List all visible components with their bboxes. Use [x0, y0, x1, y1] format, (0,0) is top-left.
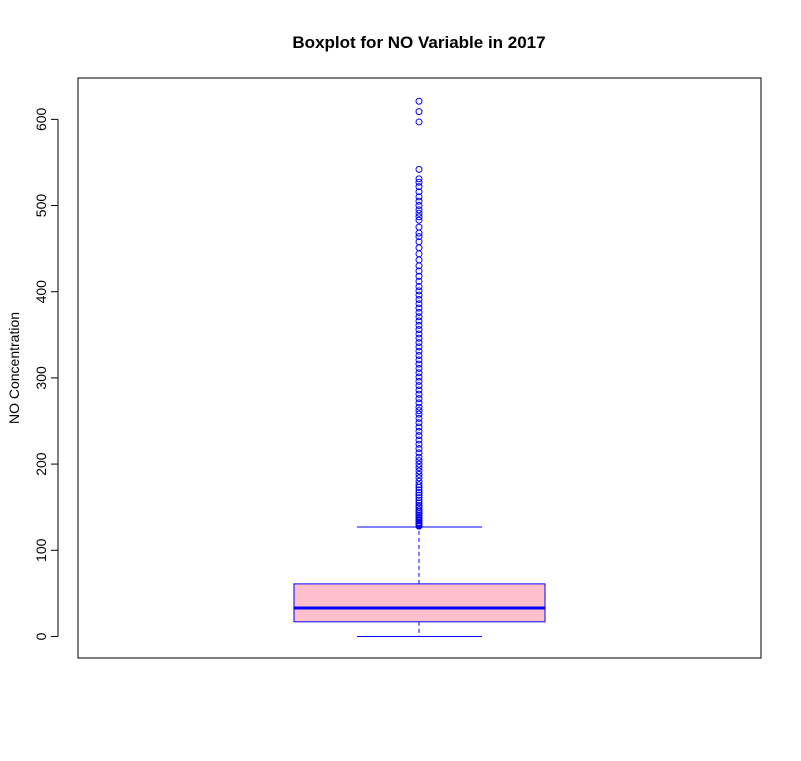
outlier-point: [415, 399, 423, 407]
outlier-point: [415, 474, 423, 482]
outlier-point: [415, 491, 423, 499]
outlier-point: [415, 118, 423, 126]
outlier-point: [415, 339, 423, 347]
outlier-point: [415, 356, 423, 364]
outlier-point: [415, 300, 423, 308]
outlier-point: [415, 277, 423, 285]
outlier-point: [415, 308, 423, 316]
outlier-point: [415, 457, 423, 465]
outlier-point: [415, 330, 423, 338]
y-tick-label: 300: [33, 366, 49, 390]
outlier-point: [415, 183, 423, 191]
y-tick-label: 100: [33, 538, 49, 562]
outlier-point: [415, 419, 423, 427]
y-tick-label: 600: [33, 107, 49, 131]
outlier-point: [415, 436, 423, 444]
outlier-point: [415, 291, 423, 299]
outlier-point: [415, 343, 423, 351]
outlier-point: [415, 499, 423, 507]
outlier-point: [415, 414, 423, 422]
outlier-point: [415, 382, 423, 390]
outlier-point: [415, 386, 423, 394]
outlier-point: [415, 213, 423, 221]
outlier-point: [415, 390, 423, 398]
outlier-points: [415, 97, 423, 530]
outlier-point: [415, 369, 423, 377]
outlier-point: [415, 486, 423, 494]
box-group: [293, 526, 546, 637]
outlier-point: [415, 449, 423, 457]
outlier-point: [415, 223, 423, 231]
outlier-point: [415, 267, 423, 275]
outlier-point: [415, 423, 423, 431]
outlier-point: [415, 377, 423, 385]
outlier-point: [415, 477, 423, 485]
outlier-point: [415, 272, 423, 280]
y-axis: 0 100 200 300 400 500 600: [33, 107, 59, 640]
outlier-point: [415, 216, 423, 224]
outlier-point: [415, 494, 423, 502]
outlier-point: [415, 453, 423, 461]
outlier-point: [415, 470, 423, 478]
outlier-point: [415, 326, 423, 334]
outlier-point: [415, 206, 423, 214]
outlier-point: [415, 97, 423, 105]
outlier-point: [415, 410, 423, 418]
outlier-point: [415, 467, 423, 475]
outlier-point: [415, 256, 423, 264]
outlier-point: [415, 407, 423, 415]
outlier-point: [415, 460, 423, 468]
outlier-point: [415, 464, 423, 472]
y-tick-label: 200: [33, 452, 49, 476]
iqr-box: [293, 583, 546, 623]
outlier-point: [415, 165, 423, 173]
y-tick-label: 400: [33, 280, 49, 304]
outlier-point: [415, 395, 423, 403]
outlier-point: [415, 360, 423, 368]
outlier-point: [415, 347, 423, 355]
outlier-point: [415, 352, 423, 360]
outlier-point: [415, 202, 423, 210]
outlier-point: [415, 403, 423, 411]
y-axis-label: NO Concentration: [6, 312, 22, 424]
outlier-point: [415, 238, 423, 246]
outlier-point: [415, 334, 423, 342]
outlier-point: [415, 432, 423, 440]
outlier-point: [415, 287, 423, 295]
outlier-point: [415, 250, 423, 258]
outlier-point: [415, 304, 423, 312]
outlier-point: [415, 209, 423, 217]
outlier-point: [415, 233, 423, 241]
outlier-point: [415, 188, 423, 196]
outlier-point: [415, 489, 423, 497]
outlier-point: [415, 501, 423, 509]
outlier-point: [415, 364, 423, 372]
outlier-point: [415, 496, 423, 504]
outlier-point: [415, 197, 423, 205]
outlier-point: [415, 321, 423, 329]
outlier-point: [415, 193, 423, 201]
chart-title: Boxplot for NO Variable in 2017: [292, 33, 545, 52]
y-tick-label: 500: [33, 194, 49, 218]
plot-frame: [77, 77, 762, 659]
outlier-point: [415, 108, 423, 116]
outlier-point: [415, 295, 423, 303]
outlier-point: [415, 317, 423, 325]
outlier-point: [415, 313, 423, 321]
outlier-point: [415, 440, 423, 448]
y-tick-label: 0: [33, 632, 49, 640]
outlier-point: [415, 175, 423, 183]
outlier-point: [415, 373, 423, 381]
outlier-point: [415, 244, 423, 252]
outlier-point: [415, 178, 423, 186]
outlier-point: [415, 283, 423, 291]
outlier-point: [415, 506, 423, 514]
outlier-point: [415, 481, 423, 489]
outlier-point: [415, 445, 423, 453]
outlier-point: [415, 427, 423, 435]
